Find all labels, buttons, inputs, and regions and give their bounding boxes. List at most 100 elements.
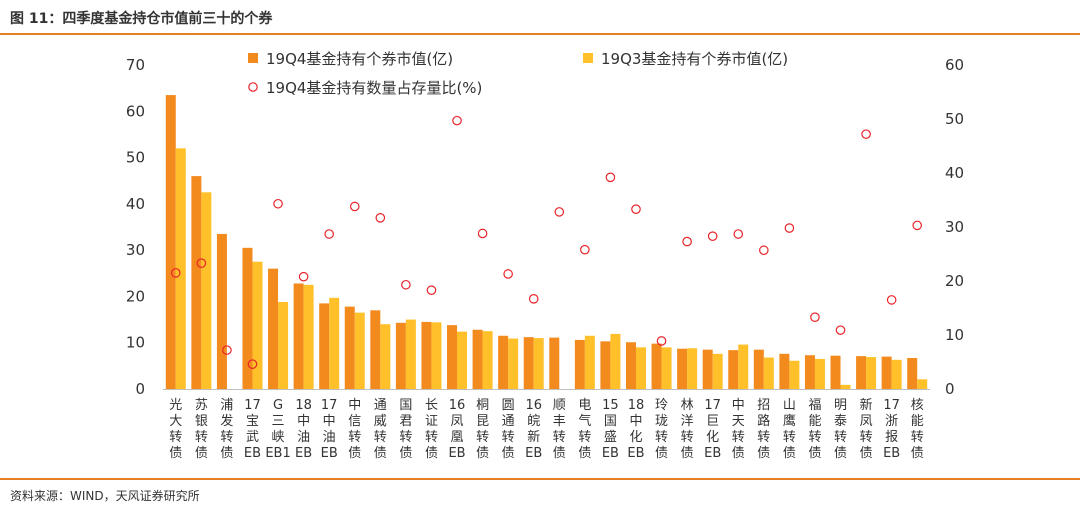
point-ratio-14 <box>528 294 539 304</box>
y-left-tick-6: 60 <box>126 102 145 120</box>
bottom-rule <box>0 478 1080 480</box>
bar-q4-22 <box>728 350 739 389</box>
bar-q3-22 <box>738 344 749 389</box>
bar-q3-12 <box>482 331 493 389</box>
y-left-tick-3: 30 <box>126 241 145 259</box>
bar-q3-26 <box>840 384 851 389</box>
bar-q4-29 <box>907 357 918 389</box>
y-left-tick-1: 10 <box>126 334 145 352</box>
x-tick-label-28: 17 浙报 EB <box>883 398 900 461</box>
bar-q3-10 <box>431 322 442 389</box>
point-ratio-18 <box>631 204 641 214</box>
x-tick-label-7: 中信转债 <box>348 398 361 461</box>
bar-q4-19 <box>651 343 662 389</box>
bar-q4-25 <box>804 355 815 389</box>
x-tick-label-12: 桐昆转债 <box>476 398 489 461</box>
bar-q3-7 <box>354 312 365 389</box>
point-ratio-2 <box>222 345 232 355</box>
bar-q4-5 <box>293 283 304 389</box>
point-ratio-23 <box>759 245 769 256</box>
x-tick-label-20: 林洋转债 <box>681 398 694 461</box>
bar-q4-14 <box>523 337 534 389</box>
legend-swatch-1 <box>583 53 593 63</box>
x-tick-label-23: 招路转债 <box>757 398 770 461</box>
bar-q3-1 <box>201 192 212 389</box>
x-tick-label-24: 山鹰转债 <box>783 398 796 461</box>
y-right-tick-0: 0 <box>945 380 955 398</box>
point-ratio-12 <box>477 228 488 239</box>
point-ratio-5 <box>298 271 309 282</box>
y-left-tick-5: 50 <box>126 149 145 167</box>
y-left-tick-2: 20 <box>126 287 145 305</box>
bar-q3-19 <box>661 347 672 389</box>
point-ratio-3 <box>247 359 258 369</box>
x-tick-label-18: 18 中化 EB <box>627 398 644 461</box>
legend-label-2: 19Q4基金持有数量占存量比(%) <box>266 79 482 97</box>
point-ratio-29 <box>912 220 923 231</box>
y-left-tick-4: 40 <box>126 195 145 213</box>
bar-q4-2 <box>216 233 227 389</box>
y-right-tick-5: 50 <box>945 110 964 128</box>
bar-q3-4 <box>278 301 289 389</box>
legend-swatch-2 <box>248 82 258 92</box>
chart: 19Q4基金持有个券市值(亿) 19Q3基金持有个券市值(亿) 19Q4基金持有数量… <box>126 50 964 461</box>
bar-q4-26 <box>830 355 841 389</box>
point-ratio-26 <box>835 325 846 335</box>
figure-title: 图 11：四季度基金持仓市值前三十的个券 <box>10 11 273 27</box>
point-ratio-1 <box>196 258 207 268</box>
bar-q3-29 <box>917 379 928 389</box>
x-tick-label-14: 16 皖新 EB <box>525 398 542 461</box>
x-tick-label-29: 核能转债 <box>911 398 924 461</box>
bars <box>165 95 928 390</box>
bar-q3-28 <box>891 359 902 389</box>
point-ratio-6 <box>324 229 334 239</box>
y-right-tick-2: 20 <box>945 272 964 290</box>
y-left-tick-0: 0 <box>135 380 145 398</box>
x-tick-label-16: 电气转债 <box>578 398 591 461</box>
bar-q4-23 <box>753 349 764 389</box>
bar-q3-17 <box>610 333 621 389</box>
x-tick-label-9: 国君转债 <box>399 398 412 461</box>
bar-q3-24 <box>789 360 800 389</box>
y-right-tick-6: 60 <box>945 56 964 74</box>
bar-q4-11 <box>447 325 458 389</box>
bar-q4-16 <box>574 339 585 389</box>
point-ratio-15 <box>554 207 565 217</box>
point-ratio-17 <box>605 172 616 183</box>
bar-q4-21 <box>702 349 713 389</box>
y-right-tick-1: 10 <box>945 326 964 344</box>
point-ratio-7 <box>349 201 360 212</box>
point-ratio-19 <box>656 336 667 346</box>
bar-q3-3 <box>252 261 263 389</box>
bar-q3-25 <box>814 358 825 389</box>
x-tick-label-4: G 三峡 EB1 <box>265 398 290 461</box>
point-ratio-16 <box>580 244 590 255</box>
bar-q4-12 <box>472 329 483 389</box>
bar-q4-24 <box>779 353 790 389</box>
bar-q4-20 <box>677 348 688 389</box>
bar-q4-10 <box>421 321 432 389</box>
bar-q4-3 <box>242 247 253 389</box>
bar-q4-4 <box>268 268 279 389</box>
bar-q4-7 <box>344 306 355 389</box>
point-ratio-27 <box>861 129 871 139</box>
bar-q4-6 <box>319 303 330 389</box>
point-ratio-13 <box>503 269 513 279</box>
bar-q3-9 <box>405 319 416 389</box>
point-ratio-22 <box>733 229 744 239</box>
x-tick-label-26: 明泰转债 <box>834 398 847 461</box>
x-tick-label-2: 浦发转债 <box>220 398 233 461</box>
point-ratio-9 <box>401 279 411 290</box>
x-tick-label-8: 通威转债 <box>374 398 387 461</box>
bar-q3-23 <box>763 357 774 389</box>
x-tick-label-25: 福能转债 <box>808 398 821 461</box>
x-tick-label-10: 长证转债 <box>425 398 438 461</box>
x-tick-label-0: 光大转债 <box>169 398 182 461</box>
bar-q4-27 <box>856 356 867 389</box>
x-tick-label-6: 17 中油 EB <box>321 398 338 461</box>
legend-swatch-0 <box>248 53 258 63</box>
bar-q4-28 <box>881 356 892 389</box>
bar-q3-27 <box>866 357 877 389</box>
point-ratio-21 <box>707 231 718 241</box>
